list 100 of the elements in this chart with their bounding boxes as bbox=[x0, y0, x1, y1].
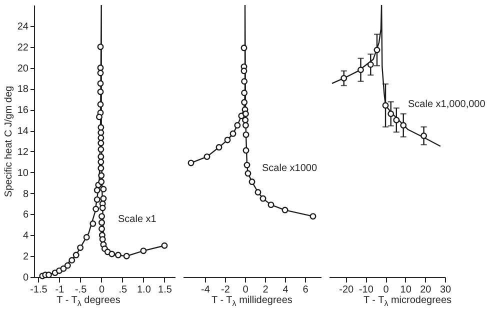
point bbox=[242, 110, 249, 118]
point bbox=[268, 202, 274, 208]
point bbox=[98, 124, 104, 131]
x-tick-label: -4 bbox=[201, 284, 210, 296]
point bbox=[45, 272, 52, 278]
point bbox=[242, 116, 249, 124]
point bbox=[400, 122, 407, 129]
x-tick-label: 4 bbox=[282, 284, 289, 296]
y-tick-label: 4 bbox=[22, 230, 29, 242]
point bbox=[357, 66, 364, 74]
point bbox=[100, 195, 107, 202]
x-axis-title: T - T$_{λ}$ microdegrees bbox=[363, 295, 452, 308]
point bbox=[216, 144, 222, 151]
point bbox=[230, 130, 236, 137]
x-tick-label: 1.5 bbox=[158, 284, 172, 296]
point bbox=[98, 146, 104, 153]
point bbox=[310, 213, 316, 220]
point bbox=[234, 122, 241, 129]
point bbox=[188, 160, 194, 166]
y-tick-label: 24 bbox=[17, 21, 29, 32]
x-tick-label: 0 bbox=[242, 284, 249, 296]
y-tick-label: 12 bbox=[17, 146, 29, 158]
y-axis-title: Specific heat C J/gm deg bbox=[3, 86, 14, 198]
point bbox=[242, 147, 250, 154]
point bbox=[224, 136, 231, 144]
point bbox=[260, 195, 266, 202]
point bbox=[244, 162, 250, 168]
point bbox=[108, 250, 116, 258]
x-tick-label: 2 bbox=[262, 284, 269, 296]
point bbox=[98, 226, 106, 232]
point bbox=[240, 68, 248, 74]
point bbox=[98, 158, 104, 166]
point bbox=[240, 44, 248, 52]
x-tick-label: -2 bbox=[221, 284, 230, 296]
point bbox=[382, 102, 389, 109]
x-axis-title: T - T$_{λ}$ degrees bbox=[56, 295, 120, 308]
x-axis-title: T - T$_{λ}$ millidegrees bbox=[212, 295, 292, 308]
point bbox=[72, 252, 80, 258]
y-tick-label: 18 bbox=[17, 84, 29, 96]
point bbox=[92, 206, 100, 212]
point bbox=[98, 172, 105, 179]
point bbox=[77, 244, 84, 251]
point bbox=[99, 204, 106, 212]
point bbox=[90, 220, 96, 227]
point bbox=[98, 213, 106, 220]
point bbox=[83, 234, 90, 240]
point bbox=[393, 116, 400, 124]
point bbox=[204, 153, 210, 160]
point bbox=[98, 178, 105, 186]
point bbox=[94, 196, 100, 203]
point bbox=[97, 101, 104, 108]
point bbox=[254, 189, 262, 196]
point bbox=[340, 74, 348, 82]
x-tick-label: 10 bbox=[400, 284, 412, 296]
point bbox=[374, 46, 380, 54]
annotation: Scale x1 bbox=[118, 214, 157, 225]
point bbox=[98, 219, 106, 226]
x-tick-label: 0 bbox=[99, 284, 106, 296]
point bbox=[68, 257, 76, 264]
point bbox=[98, 134, 104, 142]
annotation: Scale x1,000,000 bbox=[408, 99, 486, 110]
x-tick-label: -10 bbox=[358, 284, 374, 296]
point bbox=[97, 80, 104, 87]
point bbox=[140, 248, 147, 254]
x-tick-label: -1.5 bbox=[30, 284, 48, 296]
point bbox=[244, 170, 252, 177]
point bbox=[64, 262, 71, 269]
y-tick-label: 22 bbox=[17, 42, 29, 54]
y-tick-label: 14 bbox=[17, 126, 29, 138]
point bbox=[161, 242, 168, 249]
point bbox=[97, 64, 104, 72]
point bbox=[98, 129, 104, 136]
point bbox=[242, 122, 249, 129]
x-tick-label: 6 bbox=[302, 284, 309, 296]
point bbox=[98, 153, 104, 160]
y-tick-label: 10 bbox=[17, 168, 29, 179]
x-tick-label: 0 bbox=[383, 284, 390, 296]
point bbox=[367, 61, 374, 68]
x-tick-label: 20 bbox=[420, 284, 432, 296]
x-tick-label: -20 bbox=[339, 284, 354, 296]
x-tick-label: -.5 bbox=[74, 284, 88, 296]
point bbox=[282, 206, 288, 214]
point bbox=[241, 99, 248, 106]
point bbox=[242, 131, 250, 138]
point bbox=[97, 44, 104, 50]
y-tick-label: 8 bbox=[22, 188, 29, 200]
annotation: Scale x1000 bbox=[262, 163, 318, 174]
point bbox=[94, 186, 100, 194]
point bbox=[100, 186, 107, 192]
point bbox=[114, 252, 122, 258]
point bbox=[420, 132, 428, 140]
point bbox=[96, 114, 102, 120]
x-tick-label: .5 bbox=[118, 284, 128, 296]
point bbox=[241, 90, 248, 96]
point bbox=[99, 236, 106, 243]
x-tick-label: 30 bbox=[440, 284, 452, 296]
x-tick-label: -1 bbox=[55, 284, 65, 296]
point bbox=[388, 110, 394, 118]
y-tick-label: 20 bbox=[17, 63, 29, 74]
point bbox=[248, 178, 256, 186]
